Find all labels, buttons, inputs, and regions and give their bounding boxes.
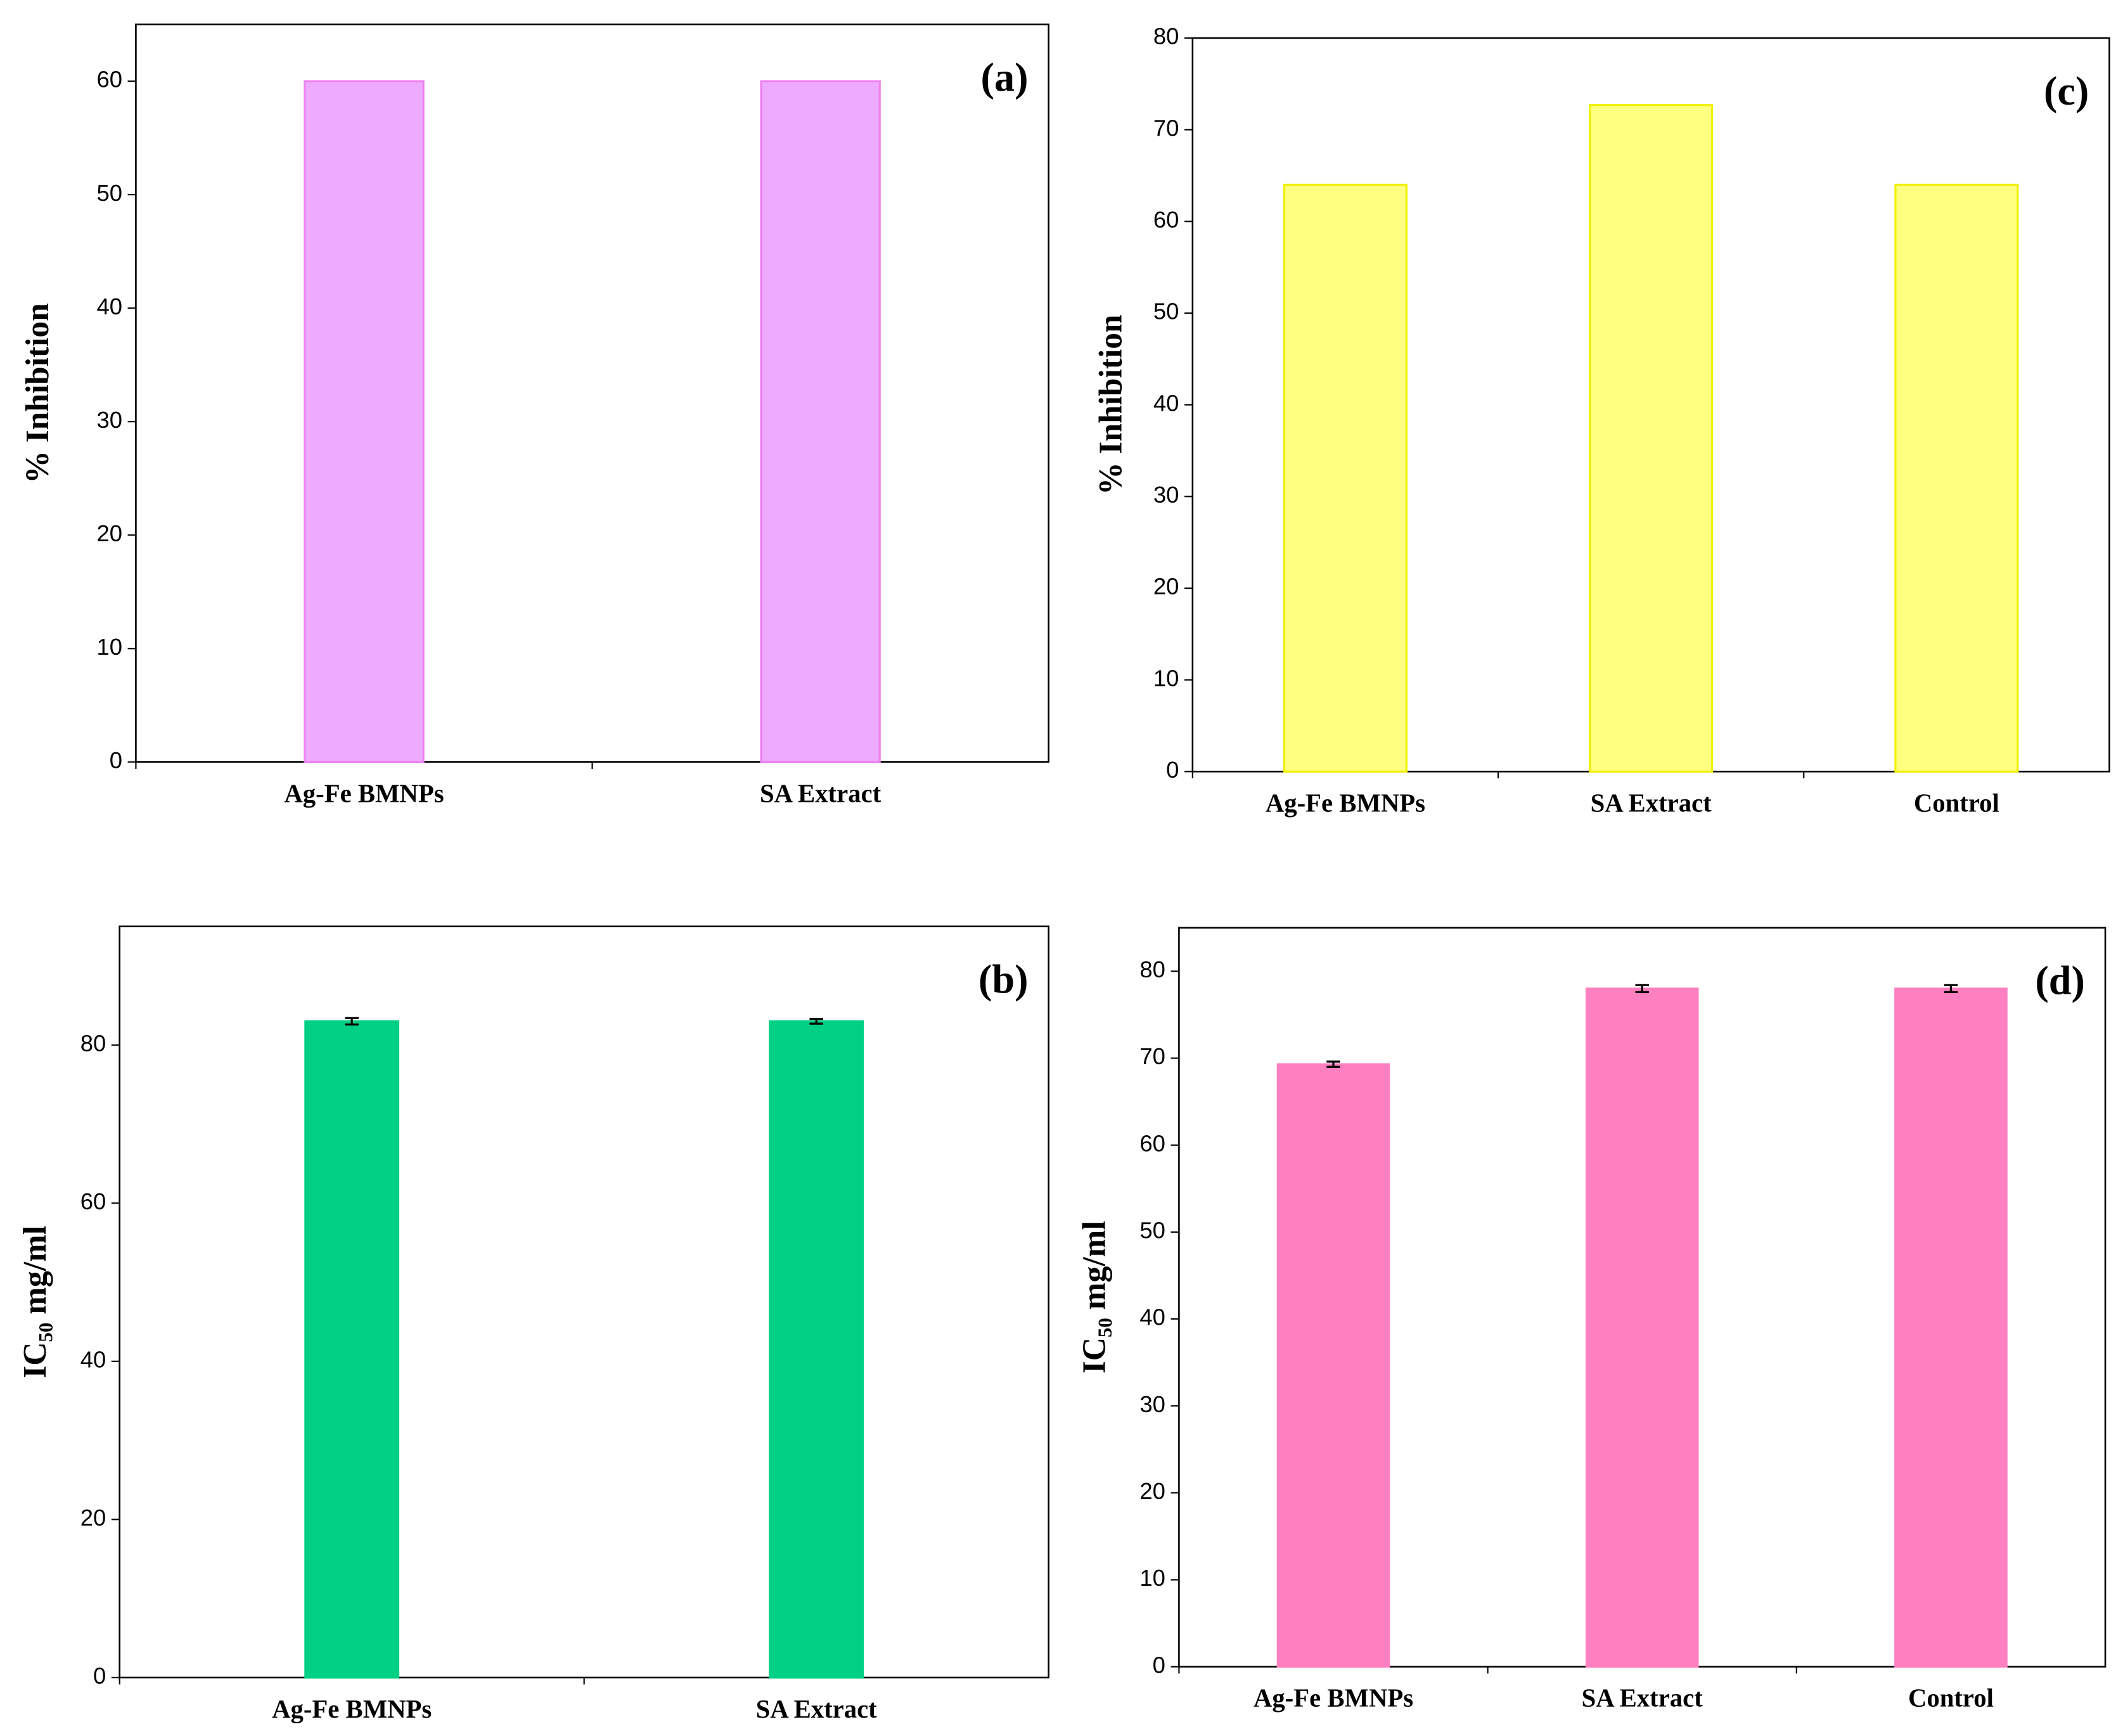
y-tick-label: 40 [80,1346,106,1372]
x-tick-label: SA Extract [760,779,882,807]
panel-label: (a) [981,55,1029,100]
error-bar [1944,984,1958,993]
x-tick-label: Ag-Fe BMNPs [284,779,444,807]
x-tick-label: SA Extract [1591,788,1712,817]
bar [1894,987,2008,1668]
y-tick-label: 50 [1139,1218,1165,1244]
y-axis-label: IC₅₀ mg/ml [17,1226,53,1379]
y-tick-label: 60 [80,1188,106,1214]
panel-label: (d) [2035,958,2085,1003]
y-tick-label: 30 [1153,482,1179,508]
bar [304,1020,400,1679]
y-tick-label: 80 [1153,23,1179,49]
x-tick-label: Ag-Fe BMNPs [272,1695,432,1723]
bar [1276,1063,1390,1668]
y-tick-label: 70 [1139,1043,1165,1069]
y-tick-label: 0 [110,747,122,773]
y-tick-label: 60 [1139,1130,1165,1156]
y-tick-label: 70 [1153,115,1179,141]
error-bar [345,1017,359,1026]
y-tick-label: 20 [80,1505,106,1531]
y-tick-label: 80 [1139,956,1165,982]
x-tick-label: Ag-Fe BMNPs [1254,1684,1413,1713]
error-bar [1326,1060,1340,1068]
y-tick-label: 10 [1139,1565,1165,1591]
y-axis-label: % Inhibition [20,303,56,483]
y-tick-label: 0 [1153,1652,1165,1678]
y-tick-label: 10 [96,634,122,660]
x-tick-label: SA Extract [756,1695,878,1723]
x-tick-label: SA Extract [1582,1684,1703,1713]
y-tick-label: 0 [1166,757,1179,783]
x-tick-label: Ag-Fe BMNPs [1266,788,1425,817]
y-tick-label: 30 [1139,1391,1165,1417]
panel-label: (c) [2044,68,2089,113]
error-bar [809,1018,823,1025]
plot-frame [119,925,1049,1679]
y-tick-label: 50 [1153,299,1179,325]
y-axis-label: % Inhibition [1093,314,1129,494]
y-tick-label: 0 [93,1662,106,1688]
bar [1585,987,1699,1668]
bar [1894,183,2019,773]
y-tick-label: 10 [1153,665,1179,691]
bar [769,1020,864,1679]
y-tick-label: 50 [96,180,122,206]
x-tick-label: Control [1908,1684,1994,1713]
y-tick-label: 60 [96,67,122,93]
y-tick-label: 30 [96,407,122,433]
y-tick-label: 80 [80,1030,106,1056]
y-tick-label: 20 [1139,1478,1165,1504]
bar [304,80,425,763]
y-axis-label: IC₅₀ mg/ml [1077,1221,1113,1373]
y-tick-label: 40 [1139,1304,1165,1330]
error-bar [1635,984,1649,993]
panel-label: (b) [978,956,1029,1001]
bar [760,80,881,763]
y-tick-label: 20 [1153,574,1179,600]
bar [1589,104,1714,773]
plot-frame [135,23,1049,763]
y-tick-label: 20 [96,520,122,546]
x-tick-label: Control [1914,788,1999,817]
y-tick-label: 40 [96,293,122,319]
y-tick-label: 60 [1153,207,1179,233]
y-tick-label: 40 [1153,390,1179,416]
bar [1283,183,1408,773]
